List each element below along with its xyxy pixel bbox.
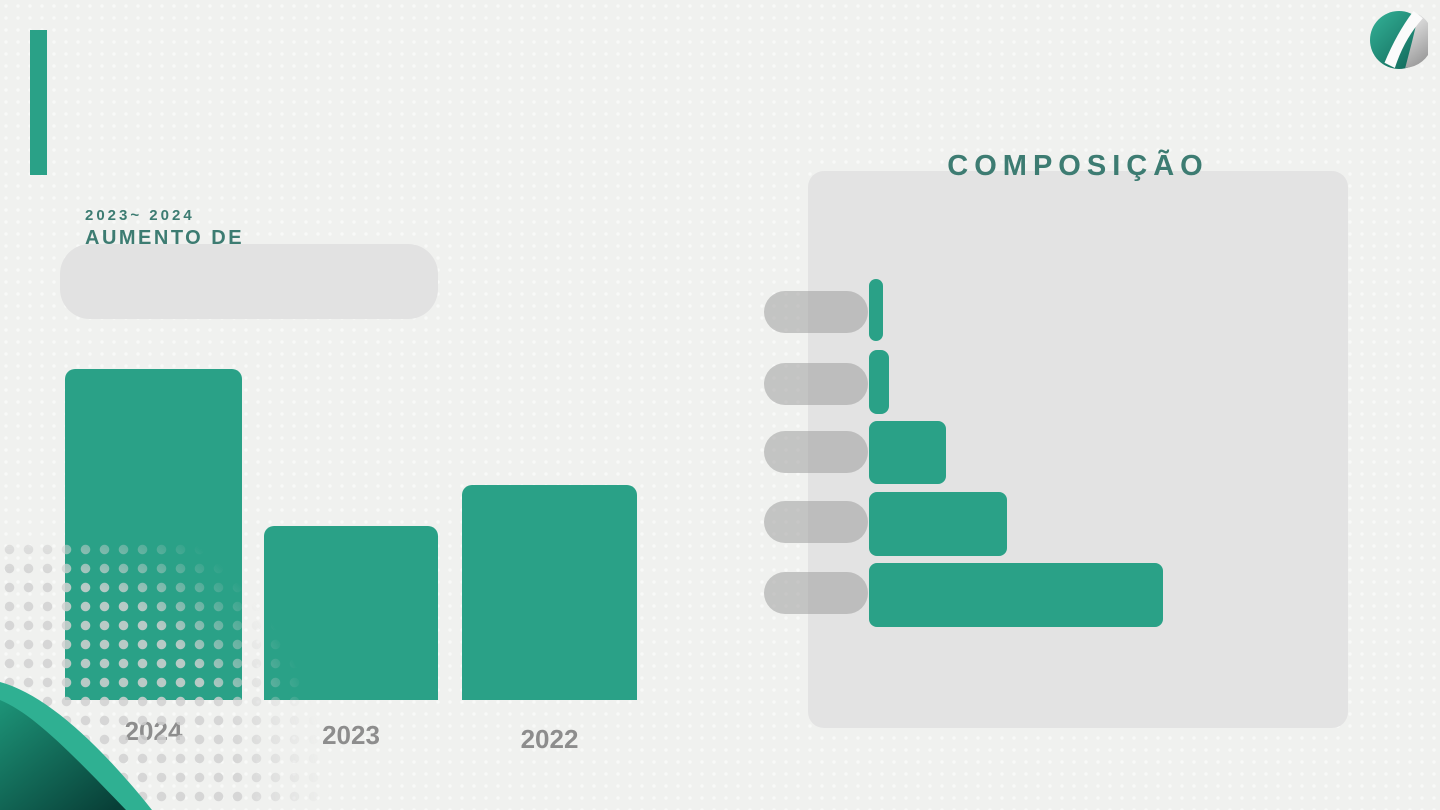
- composition-title: COMPOSIÇÃO: [947, 150, 1209, 182]
- value-placeholder: [60, 244, 438, 319]
- accent-bar: [30, 30, 47, 175]
- left-header: 2023~ 2024 AUMENTO DE: [85, 207, 244, 250]
- year-label: 2022: [520, 724, 579, 754]
- left-title: AUMENTO DE: [85, 227, 245, 249]
- year-bar: [462, 485, 637, 700]
- period-label: 2023~ 2024: [85, 207, 195, 224]
- brand-logo-icon: [1370, 11, 1428, 69]
- composition-panel: [808, 171, 1348, 728]
- corner-wave-decoration: [0, 682, 152, 810]
